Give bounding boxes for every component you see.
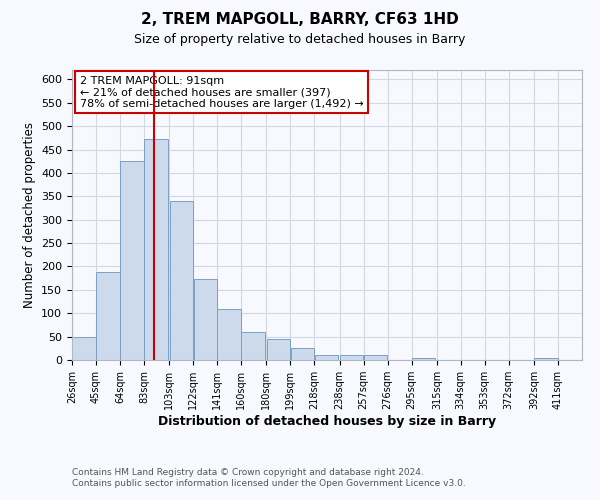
Bar bbox=[340, 356, 363, 360]
Bar bbox=[535, 358, 557, 360]
Bar bbox=[217, 310, 241, 360]
Bar bbox=[241, 332, 265, 360]
Bar bbox=[364, 356, 387, 360]
Text: 2 TREM MAPGOLL: 91sqm
← 21% of detached houses are smaller (397)
78% of semi-det: 2 TREM MAPGOLL: 91sqm ← 21% of detached … bbox=[80, 76, 364, 109]
Bar bbox=[291, 348, 314, 360]
Bar bbox=[194, 279, 217, 360]
Text: Size of property relative to detached houses in Barry: Size of property relative to detached ho… bbox=[134, 32, 466, 46]
Bar bbox=[170, 201, 193, 360]
X-axis label: Distribution of detached houses by size in Barry: Distribution of detached houses by size … bbox=[158, 415, 496, 428]
Bar bbox=[412, 358, 435, 360]
Y-axis label: Number of detached properties: Number of detached properties bbox=[23, 122, 35, 308]
Bar bbox=[314, 355, 338, 360]
Text: 2, TREM MAPGOLL, BARRY, CF63 1HD: 2, TREM MAPGOLL, BARRY, CF63 1HD bbox=[141, 12, 459, 28]
Bar bbox=[97, 272, 119, 360]
Bar bbox=[267, 340, 290, 360]
Bar bbox=[120, 161, 143, 360]
Bar bbox=[144, 139, 167, 360]
Bar bbox=[73, 336, 95, 360]
Text: Contains HM Land Registry data © Crown copyright and database right 2024.
Contai: Contains HM Land Registry data © Crown c… bbox=[72, 468, 466, 487]
